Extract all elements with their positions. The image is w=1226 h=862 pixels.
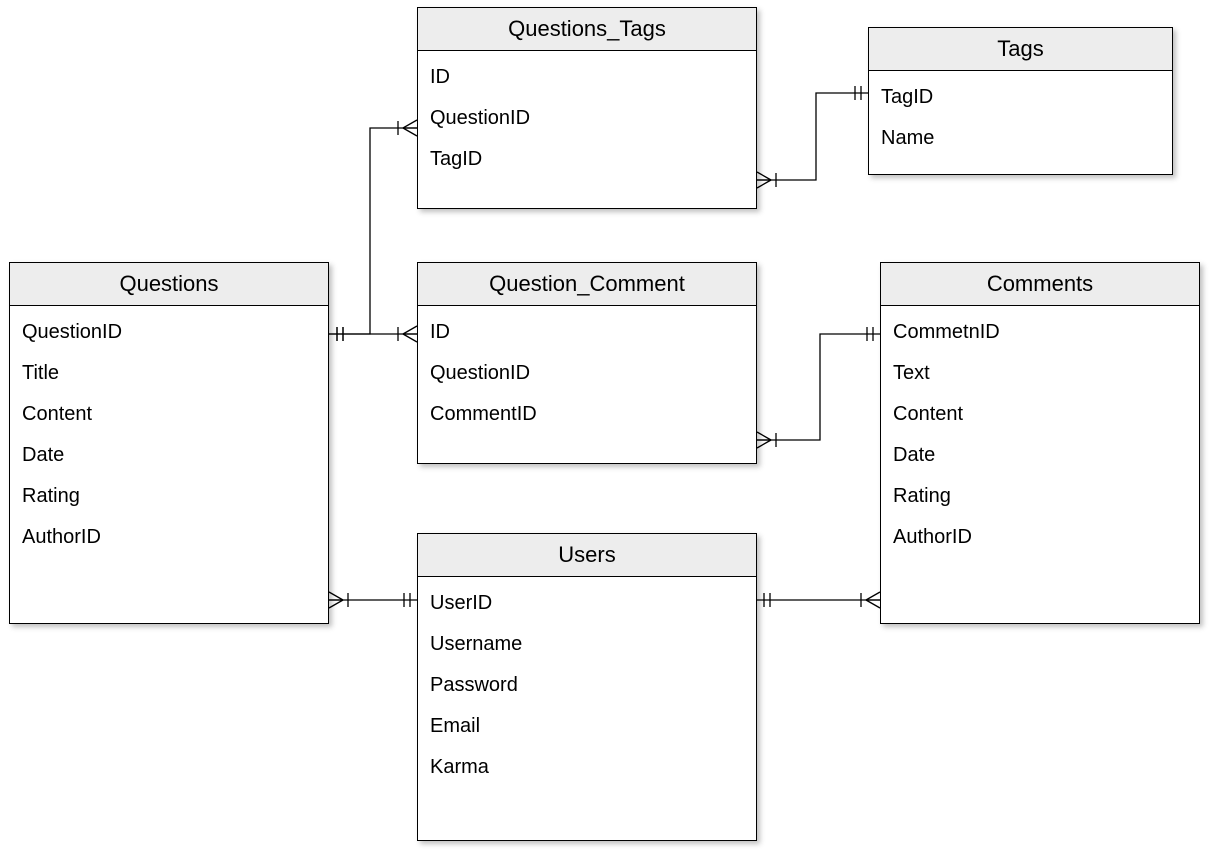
entity-tags: Tags TagID Name bbox=[868, 27, 1173, 175]
field: QuestionID bbox=[430, 353, 744, 394]
field: Username bbox=[430, 624, 744, 665]
entity-questions-tags: Questions_Tags ID QuestionID TagID bbox=[417, 7, 757, 209]
entity-users: Users UserID Username Password Email Kar… bbox=[417, 533, 757, 841]
field: CommentID bbox=[430, 394, 744, 435]
field: Title bbox=[22, 353, 316, 394]
field: TagID bbox=[881, 77, 1160, 118]
entity-comments: Comments CommetnID Text Content Date Rat… bbox=[880, 262, 1200, 624]
entity-title: Users bbox=[418, 534, 756, 577]
entity-fields: QuestionID Title Content Date Rating Aut… bbox=[10, 306, 328, 568]
field: Date bbox=[893, 435, 1187, 476]
field: ID bbox=[430, 312, 744, 353]
field: Content bbox=[22, 394, 316, 435]
field: QuestionID bbox=[430, 98, 744, 139]
entity-title: Questions_Tags bbox=[418, 8, 756, 51]
field: AuthorID bbox=[22, 517, 316, 558]
entity-fields: UserID Username Password Email Karma bbox=[418, 577, 756, 798]
field: Content bbox=[893, 394, 1187, 435]
entity-fields: TagID Name bbox=[869, 71, 1172, 169]
entity-title: Questions bbox=[10, 263, 328, 306]
field: Date bbox=[22, 435, 316, 476]
field: CommetnID bbox=[893, 312, 1187, 353]
entity-questions: Questions QuestionID Title Content Date … bbox=[9, 262, 329, 624]
field: QuestionID bbox=[22, 312, 316, 353]
entity-fields: CommetnID Text Content Date Rating Autho… bbox=[881, 306, 1199, 568]
er-diagram-canvas: Questions_Tags ID QuestionID TagID Tags … bbox=[0, 0, 1226, 862]
field: Rating bbox=[22, 476, 316, 517]
entity-fields: ID QuestionID CommentID bbox=[418, 306, 756, 445]
entity-title: Comments bbox=[881, 263, 1199, 306]
field: UserID bbox=[430, 583, 744, 624]
entity-title: Question_Comment bbox=[418, 263, 756, 306]
field: TagID bbox=[430, 139, 744, 180]
entity-title: Tags bbox=[869, 28, 1172, 71]
field: Password bbox=[430, 665, 744, 706]
field: Text bbox=[893, 353, 1187, 394]
field: Karma bbox=[430, 747, 744, 788]
field: AuthorID bbox=[893, 517, 1187, 558]
field: Name bbox=[881, 118, 1160, 159]
entity-question-comment: Question_Comment ID QuestionID CommentID bbox=[417, 262, 757, 464]
field: ID bbox=[430, 57, 744, 98]
field: Email bbox=[430, 706, 744, 747]
entity-fields: ID QuestionID TagID bbox=[418, 51, 756, 190]
field: Rating bbox=[893, 476, 1187, 517]
